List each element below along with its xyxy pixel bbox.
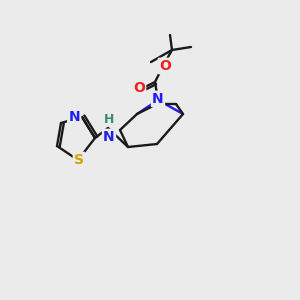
Text: N: N <box>103 130 115 144</box>
Text: O: O <box>133 81 145 95</box>
Text: O: O <box>159 59 171 73</box>
Text: N: N <box>68 110 80 124</box>
Text: H: H <box>104 113 114 126</box>
Text: S: S <box>74 153 84 167</box>
Text: N: N <box>152 92 164 106</box>
